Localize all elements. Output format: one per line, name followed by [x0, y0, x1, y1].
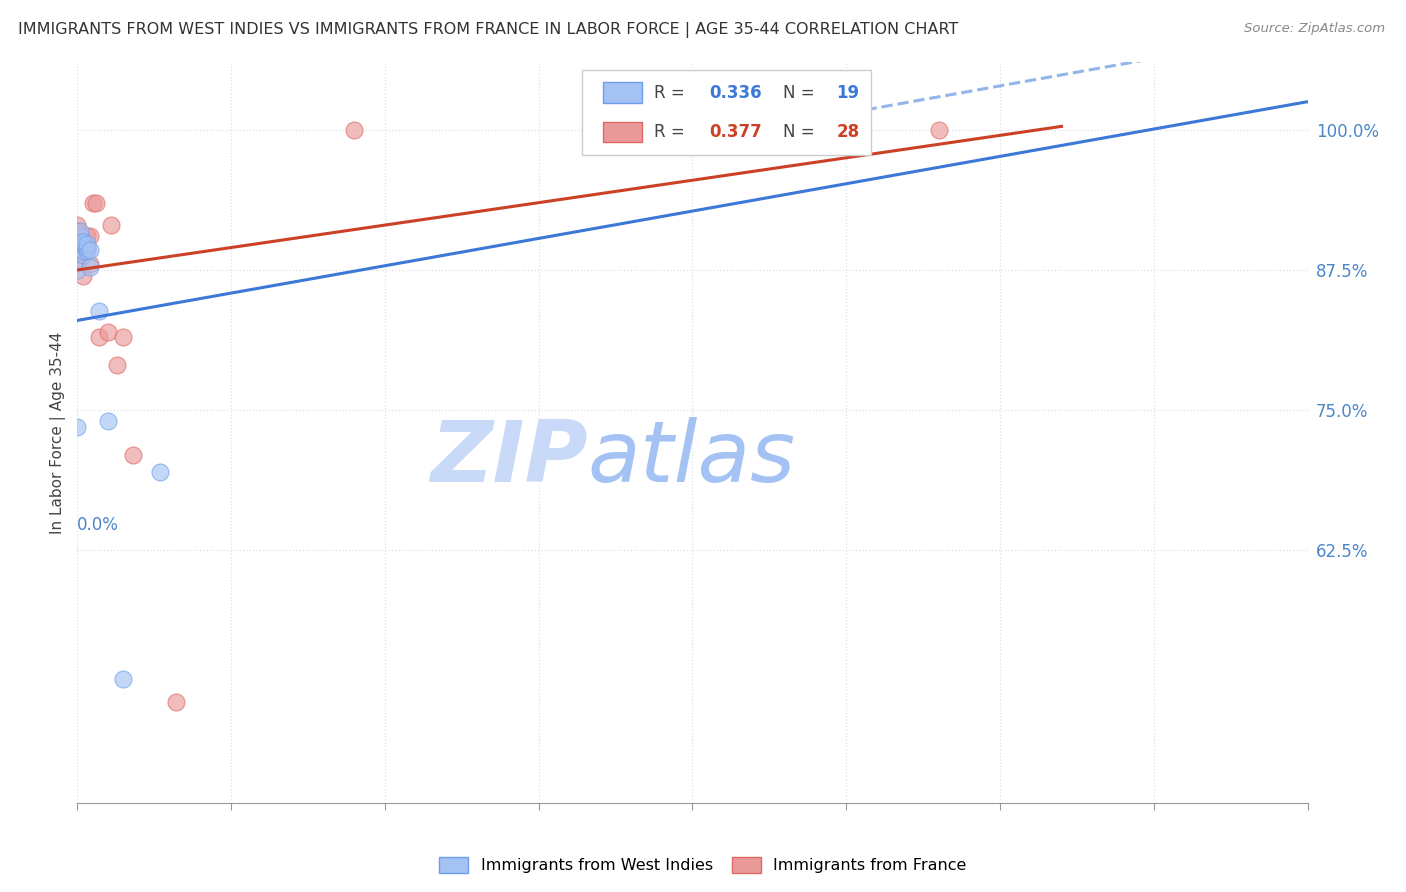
Text: 0.377: 0.377	[710, 123, 762, 141]
Point	[66, 224, 89, 238]
Text: 28: 28	[837, 123, 859, 141]
Point	[72, 244, 94, 258]
Point	[149, 465, 172, 479]
Text: N =: N =	[783, 123, 820, 141]
Point	[72, 238, 94, 252]
Point	[69, 235, 91, 249]
Text: R =: R =	[654, 123, 690, 141]
Bar	[603, 82, 643, 103]
Point	[82, 195, 104, 210]
Text: N =: N =	[783, 84, 820, 102]
Point	[76, 241, 98, 255]
Point	[112, 330, 135, 344]
Y-axis label: In Labor Force | Age 35-44: In Labor Force | Age 35-44	[51, 332, 66, 533]
Point	[84, 195, 107, 210]
Point	[87, 330, 110, 344]
Point	[112, 673, 135, 687]
Text: 0.0%: 0.0%	[77, 516, 120, 533]
Point	[76, 241, 98, 255]
Point	[742, 122, 765, 136]
Point	[72, 235, 94, 249]
FancyBboxPatch shape	[582, 70, 870, 155]
Point	[79, 257, 101, 271]
Point	[343, 122, 366, 136]
Point	[69, 243, 91, 257]
Point	[66, 246, 89, 260]
Point	[69, 241, 91, 255]
Point	[76, 237, 98, 252]
Point	[79, 260, 101, 274]
Point	[165, 695, 187, 709]
Point	[79, 229, 101, 244]
Point	[72, 235, 94, 249]
Text: IMMIGRANTS FROM WEST INDIES VS IMMIGRANTS FROM FRANCE IN LABOR FORCE | AGE 35-44: IMMIGRANTS FROM WEST INDIES VS IMMIGRANT…	[18, 22, 959, 38]
Point	[66, 420, 89, 434]
Point	[69, 241, 91, 255]
Point	[79, 243, 101, 257]
Text: 0.336: 0.336	[710, 84, 762, 102]
Point	[72, 268, 94, 283]
Point	[66, 241, 89, 255]
Point	[97, 414, 120, 428]
Point	[100, 218, 122, 232]
Text: Source: ZipAtlas.com: Source: ZipAtlas.com	[1244, 22, 1385, 36]
Point	[928, 122, 950, 136]
Point	[66, 263, 89, 277]
Point	[121, 448, 143, 462]
Bar	[603, 121, 643, 143]
Point	[69, 224, 91, 238]
Point	[69, 252, 91, 266]
Legend: Immigrants from West Indies, Immigrants from France: Immigrants from West Indies, Immigrants …	[433, 850, 973, 880]
Text: ZIP: ZIP	[430, 417, 588, 500]
Text: R =: R =	[654, 84, 690, 102]
Point	[76, 229, 98, 244]
Point	[76, 244, 98, 258]
Point	[66, 224, 89, 238]
Text: 19: 19	[837, 84, 859, 102]
Point	[97, 325, 120, 339]
Text: atlas: atlas	[588, 417, 796, 500]
Point	[66, 218, 89, 232]
Point	[105, 359, 128, 373]
Point	[87, 304, 110, 318]
Point	[69, 237, 91, 252]
Point	[69, 229, 91, 244]
Point	[72, 248, 94, 262]
Point	[69, 235, 91, 249]
Point	[72, 241, 94, 255]
